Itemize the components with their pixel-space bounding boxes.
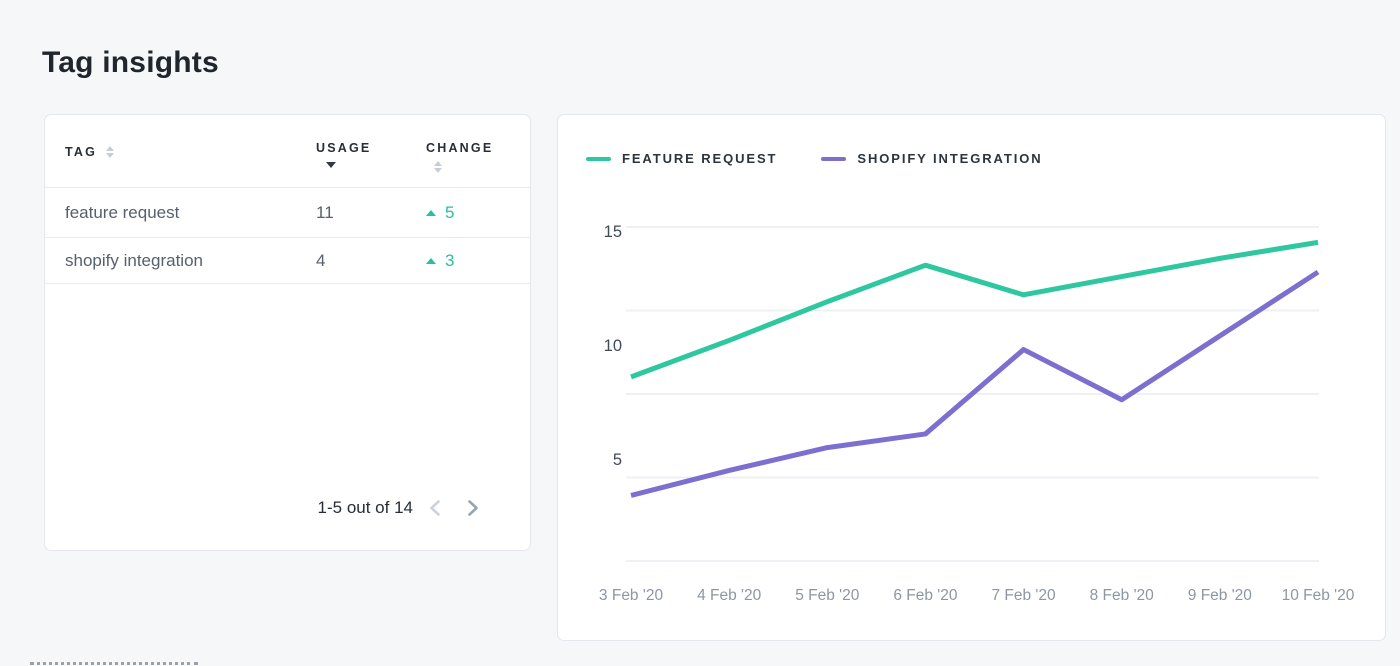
clipped-dotted-element — [30, 662, 198, 666]
series-color-swatch — [586, 156, 611, 161]
chevron-left-icon[interactable] — [427, 498, 443, 518]
column-header-usage[interactable]: USAGE — [316, 141, 371, 168]
line-chart: 15 10 5 3 Feb '20 4 Feb '20 5 Feb '20 6 Feb '2… — [599, 223, 1355, 604]
table-row[interactable]: feature request 11 5 — [45, 188, 530, 238]
y-axis-tick-label: 5 — [613, 451, 622, 469]
series-color-swatch — [821, 156, 847, 161]
column-header-tag-label: TAG — [65, 144, 98, 159]
page-title: Tag insights — [42, 46, 219, 79]
tag-chart-card: FEATURE REQUEST SHOPIFY INTEGRATION 15 10… — [557, 114, 1386, 641]
chart-legend: FEATURE REQUEST SHOPIFY INTEGRATION — [586, 151, 1043, 166]
legend-item-feature-request[interactable]: FEATURE REQUEST — [586, 151, 777, 166]
series-line — [630, 239, 1319, 380]
y-axis-tick-label: 15 — [604, 223, 622, 241]
column-header-tag[interactable]: TAG — [65, 115, 115, 188]
series-line — [630, 269, 1320, 498]
column-header-change[interactable]: CHANGE — [426, 141, 493, 173]
chevron-right-icon[interactable] — [465, 498, 481, 518]
table-row[interactable]: shopify integration 4 3 — [45, 238, 530, 284]
sort-descending-icon — [326, 162, 336, 168]
x-axis-tick-label: 4 Feb '20 — [697, 587, 762, 604]
x-axis-tick-label: 8 Feb '20 — [1090, 587, 1155, 604]
triangle-up-icon — [426, 209, 436, 216]
usage-cell: 4 — [316, 250, 326, 270]
x-axis-tick-label: 3 Feb '20 — [599, 587, 664, 604]
column-header-usage-label: USAGE — [316, 141, 372, 155]
y-axis-tick-label: 10 — [604, 337, 622, 355]
sort-both-icon — [106, 145, 115, 158]
usage-cell: 11 — [316, 202, 334, 222]
legend-label: FEATURE REQUEST — [622, 151, 778, 166]
legend-item-shopify-integration[interactable]: SHOPIFY INTEGRATION — [821, 151, 1042, 166]
x-axis-tick-label: 9 Feb '20 — [1188, 587, 1253, 604]
change-value: 5 — [445, 202, 455, 222]
tag-cell: shopify integration — [65, 250, 203, 270]
column-header-change-label: CHANGE — [426, 141, 494, 155]
x-axis-tick-label: 5 Feb '20 — [795, 587, 860, 604]
triangle-up-icon — [426, 257, 436, 264]
sort-both-icon — [434, 161, 442, 173]
tag-table-card: TAG USAGE CHANGE feature request 11 5 sh… — [44, 114, 531, 551]
x-axis-tick-label: 7 Feb '20 — [991, 587, 1056, 604]
x-axis-tick-label: 6 Feb '20 — [893, 587, 958, 604]
x-axis-tick-label: 10 Feb '20 — [1282, 587, 1355, 604]
pagination: 1-5 out of 14 — [318, 498, 481, 518]
tag-cell: feature request — [65, 202, 180, 222]
table-header-row: TAG USAGE CHANGE — [45, 115, 530, 188]
pagination-label: 1-5 out of 14 — [317, 498, 413, 517]
change-value: 3 — [445, 250, 455, 270]
change-cell: 5 — [426, 188, 454, 237]
legend-label: SHOPIFY INTEGRATION — [857, 151, 1043, 166]
change-cell: 3 — [426, 238, 454, 283]
